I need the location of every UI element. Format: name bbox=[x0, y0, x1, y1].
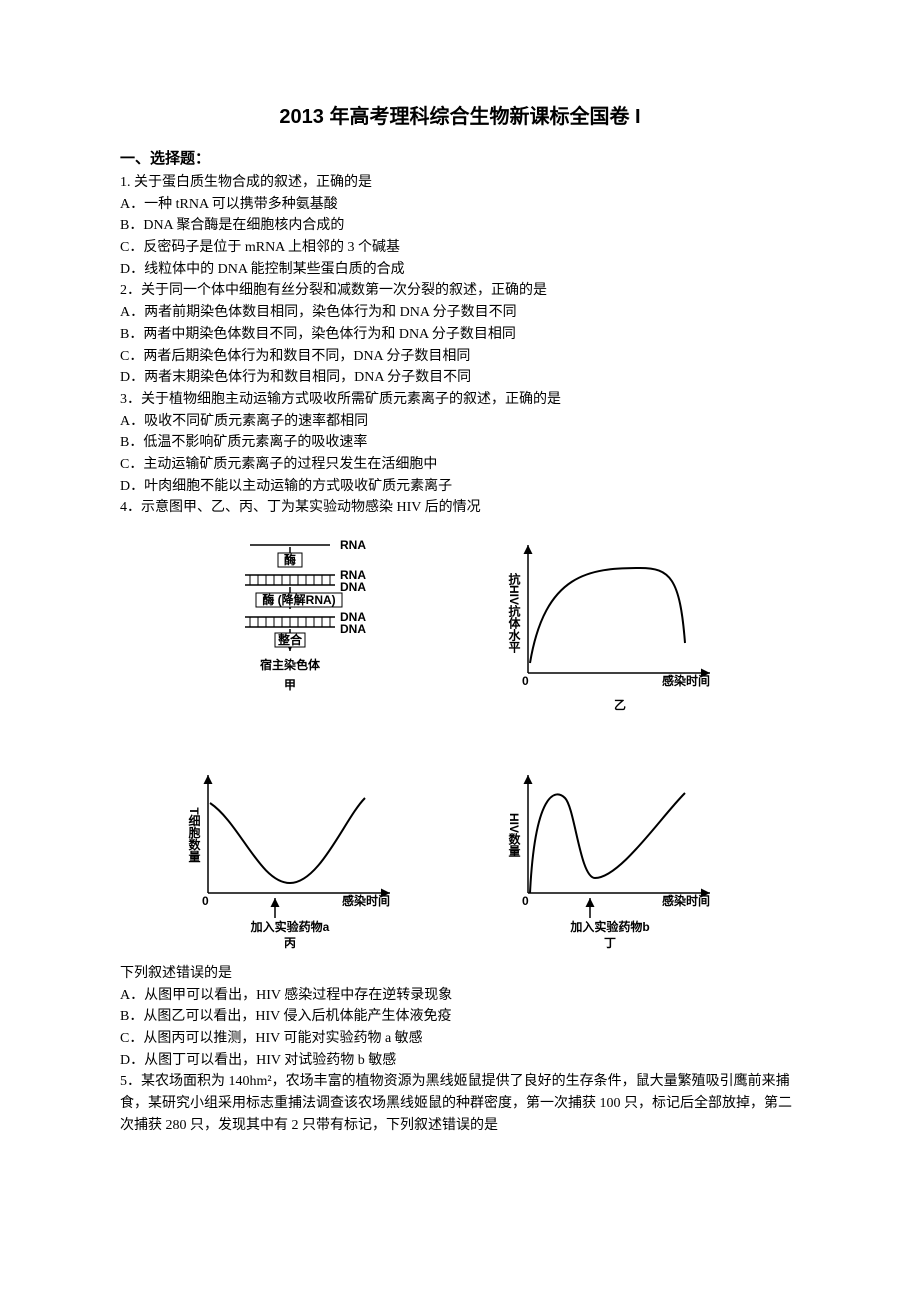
yi-panel-label: 乙 bbox=[614, 698, 626, 712]
jia-pair1-bot: DNA bbox=[340, 580, 366, 594]
q3-optC: C．主动运输矿质元素离子的过程只发生在活细胞中 bbox=[120, 454, 800, 476]
bing-drug-label: 加入实验药物a bbox=[250, 919, 330, 934]
q4-stem: 4．示意图甲、乙、丙、丁为某实验动物感染 HIV 后的情况 bbox=[120, 497, 800, 519]
yi-xlabel: 感染时间 bbox=[662, 673, 710, 688]
q2-optD: D．两者末期染色体行为和数目相同，DNA 分子数目不同 bbox=[120, 367, 800, 389]
jia-host: 宿主染色体 bbox=[260, 657, 321, 672]
jia-enzyme2: 酶 (降解RNA) bbox=[262, 592, 335, 607]
bing-origin: 0 bbox=[202, 894, 209, 908]
jia-enzyme1: 酶 bbox=[284, 552, 296, 567]
yi-origin: 0 bbox=[522, 674, 529, 688]
diagram-jia: RNA 酶 RNA DNA bbox=[180, 533, 420, 723]
q4-optA: A．从图甲可以看出，HIV 感染过程中存在逆转录现象 bbox=[120, 985, 800, 1007]
q4-tail: 下列叙述错误的是 bbox=[120, 963, 800, 985]
q2-stem: 2．关于同一个体中细胞有丝分裂和减数第一次分裂的叙述，正确的是 bbox=[120, 280, 800, 302]
ding-ylabel: HIV数量 bbox=[507, 813, 521, 857]
q2-optC: C．两者后期染色体行为和数目不同，DNA 分子数目相同 bbox=[120, 346, 800, 368]
diagram-ding: HIV数量 0 感染时间 加入实验药物b 丁 bbox=[500, 763, 740, 953]
q5-stem: 5．某农场面积为 140hm²，农场丰富的植物资源为黑线姬鼠提供了良好的生存条件… bbox=[120, 1071, 800, 1136]
diagram-yi: 抗HIV抗体水平 0 感染时间 乙 bbox=[500, 533, 740, 723]
yi-curve bbox=[530, 568, 685, 663]
bing-ylabel: T细胞数量 bbox=[187, 807, 201, 862]
q2-optB: B．两者中期染色体数目不同，染色体行为和 DNA 分子数目相同 bbox=[120, 324, 800, 346]
q4-diagrams: RNA 酶 RNA DNA bbox=[120, 533, 800, 953]
ding-panel-label: 丁 bbox=[604, 936, 616, 950]
q4-optB: B．从图乙可以看出，HIV 侵入后机体能产生体液免疫 bbox=[120, 1006, 800, 1028]
ding-xlabel: 感染时间 bbox=[662, 893, 710, 908]
bing-curve bbox=[210, 798, 365, 883]
yi-ylabel: 抗HIV抗体水平 bbox=[507, 572, 521, 654]
page-title: 2013 年高考理科综合生物新课标全国卷 I bbox=[120, 100, 800, 129]
q4-optD: D．从图丁可以看出，HIV 对试验药物 b 敏感 bbox=[120, 1050, 800, 1072]
q1-optB: B．DNA 聚合酶是在细胞核内合成的 bbox=[120, 215, 800, 237]
q2-optA: A．两者前期染色体数目相同，染色体行为和 DNA 分子数目不同 bbox=[120, 302, 800, 324]
diagram-bing: T细胞数量 0 感染时间 加入实验药物a 丙 bbox=[180, 763, 420, 953]
q1-optD: D．线粒体中的 DNA 能控制某些蛋白质的合成 bbox=[120, 259, 800, 281]
jia-integrate: 整合 bbox=[277, 632, 303, 647]
jia-rna-label: RNA bbox=[340, 538, 366, 552]
ding-origin: 0 bbox=[522, 894, 529, 908]
bing-xlabel: 感染时间 bbox=[342, 893, 390, 908]
q1-stem: 1. 关于蛋白质生物合成的叙述，正确的是 bbox=[120, 172, 800, 194]
ding-drug-label: 加入实验药物b bbox=[569, 919, 649, 934]
section-heading: 一、选择题： bbox=[120, 147, 800, 168]
q3-optD: D．叶肉细胞不能以主动运输的方式吸收矿质元素离子 bbox=[120, 476, 800, 498]
q1-optA: A．一种 tRNA 可以携带多种氨基酸 bbox=[120, 194, 800, 216]
q1-optC: C．反密码子是位于 mRNA 上相邻的 3 个碱基 bbox=[120, 237, 800, 259]
bing-panel-label: 丙 bbox=[284, 936, 296, 950]
q4-optC: C．从图丙可以推测，HIV 可能对实验药物 a 敏感 bbox=[120, 1028, 800, 1050]
q3-stem: 3．关于植物细胞主动运输方式吸收所需矿质元素离子的叙述，正确的是 bbox=[120, 389, 800, 411]
jia-panel-label: 甲 bbox=[284, 678, 296, 692]
page: 2013 年高考理科综合生物新课标全国卷 I 一、选择题： 1. 关于蛋白质生物… bbox=[0, 0, 920, 1197]
ding-curve bbox=[530, 793, 685, 893]
q3-optB: B．低温不影响矿质元素离子的吸收速率 bbox=[120, 432, 800, 454]
jia-pair2-bot: DNA bbox=[340, 622, 366, 636]
q3-optA: A．吸收不同矿质元素离子的速率都相同 bbox=[120, 411, 800, 433]
